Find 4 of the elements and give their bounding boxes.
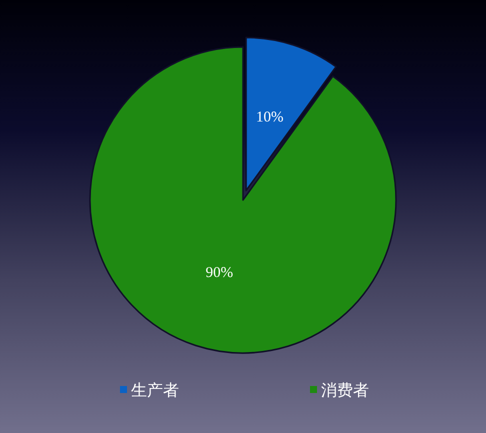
- legend-label: 生产者: [131, 380, 179, 400]
- data-label: 10%: [256, 110, 284, 126]
- data-label: 90%: [206, 264, 234, 281]
- legend-label: 消费者: [321, 380, 369, 400]
